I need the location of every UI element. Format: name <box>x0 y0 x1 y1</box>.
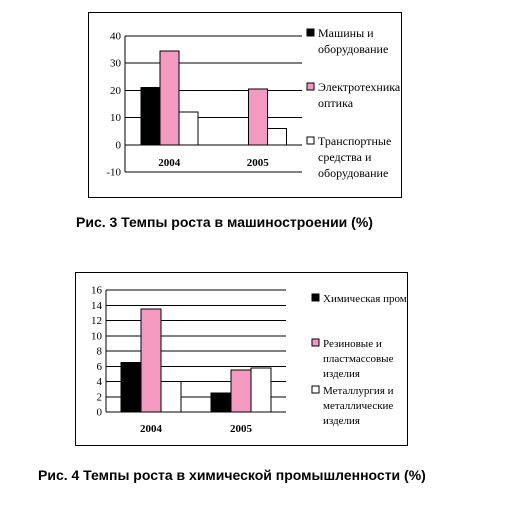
chart-1-bar <box>247 88 268 146</box>
chart-1-legend-label: Транспортные средства и оборудование <box>318 134 391 180</box>
chart-1-frame: -10 0 10 20 30 40 2004 2005 Машины и оборудование… <box>88 12 410 198</box>
chart-1-bar <box>140 87 161 146</box>
chart-1-y-tick-label: 30 <box>110 58 122 70</box>
chart-2-y-tick-label: 2 <box>97 391 103 403</box>
chart-1-x-tick-label: 2004 <box>158 157 181 169</box>
chart-2-legend-swatch <box>311 338 320 347</box>
chart-2-y-tick-label: 12 <box>91 315 102 327</box>
chart-1-legend-label: Электротехника и оптика <box>318 80 401 110</box>
chart-1-y-tick-label: 20 <box>110 85 122 97</box>
chart-2-caption: Рис. 4 Темпы роста в химической промышле… <box>38 467 426 483</box>
chart-1-caption: Рис. 3 Темпы роста в машиностроении (%) <box>76 214 373 230</box>
chart-1-y-tick-label: 10 <box>110 112 122 124</box>
chart-1-bar <box>159 50 180 146</box>
chart-1-svg: -10 0 10 20 30 40 2004 2005 Машины и оборудование… <box>106 26 410 180</box>
chart-1-y-tick-label: -10 <box>106 167 121 179</box>
chart-1-bar <box>178 111 199 146</box>
chart-2-legend-swatch <box>311 385 320 394</box>
chart-2-bar <box>230 369 252 413</box>
chart-1-legend-label: Машины и оборудование <box>318 26 388 56</box>
chart-2-legend-label: Резиновые и пластмассовые изделия <box>323 338 394 380</box>
chart-2-legend-label: Химическая пром-ть <box>323 293 407 305</box>
chart-2-legend-swatch <box>311 293 320 302</box>
chart-2-bar <box>210 392 232 413</box>
chart-1-legend-swatch <box>306 82 315 91</box>
chart-2-bar <box>140 308 162 413</box>
chart-1-y-tick-label: 40 <box>110 31 122 43</box>
chart-2-bar <box>250 367 272 413</box>
chart-2-y-tick-label: 4 <box>97 376 103 388</box>
chart-1-legend-swatch <box>306 136 315 145</box>
chart-2-x-tick-label: 2005 <box>230 423 253 435</box>
chart-2-y-tick-label: 8 <box>97 346 103 358</box>
chart-1-bar <box>266 127 287 146</box>
chart-2-bar <box>160 381 182 413</box>
chart-2-frame: 0 2 4 6 8 10 12 14 16 2004 2005 Химическая пром-ть Р… <box>75 272 420 446</box>
chart-2-svg: 0 2 4 6 8 10 12 14 16 2004 2005 Химическая пром-ть Р… <box>91 285 420 436</box>
chart-2-y-tick-label: 14 <box>91 300 103 312</box>
chart-1-x-tick-label: 2005 <box>247 157 270 169</box>
chart-1-y-tick-label: 0 <box>116 139 122 151</box>
chart-2-x-tick-label: 2004 <box>140 423 163 435</box>
chart-2-y-tick-label: 10 <box>91 330 103 342</box>
chart-1-legend-swatch <box>306 28 315 37</box>
chart-2-y-tick-label: 6 <box>97 361 103 373</box>
chart-2-y-tick-label: 0 <box>97 407 103 419</box>
chart-2-bar <box>120 361 142 413</box>
chart-2-y-tick-label: 16 <box>91 285 103 297</box>
chart-2-legend-label: Металлургия и металлические изделия <box>323 385 394 427</box>
